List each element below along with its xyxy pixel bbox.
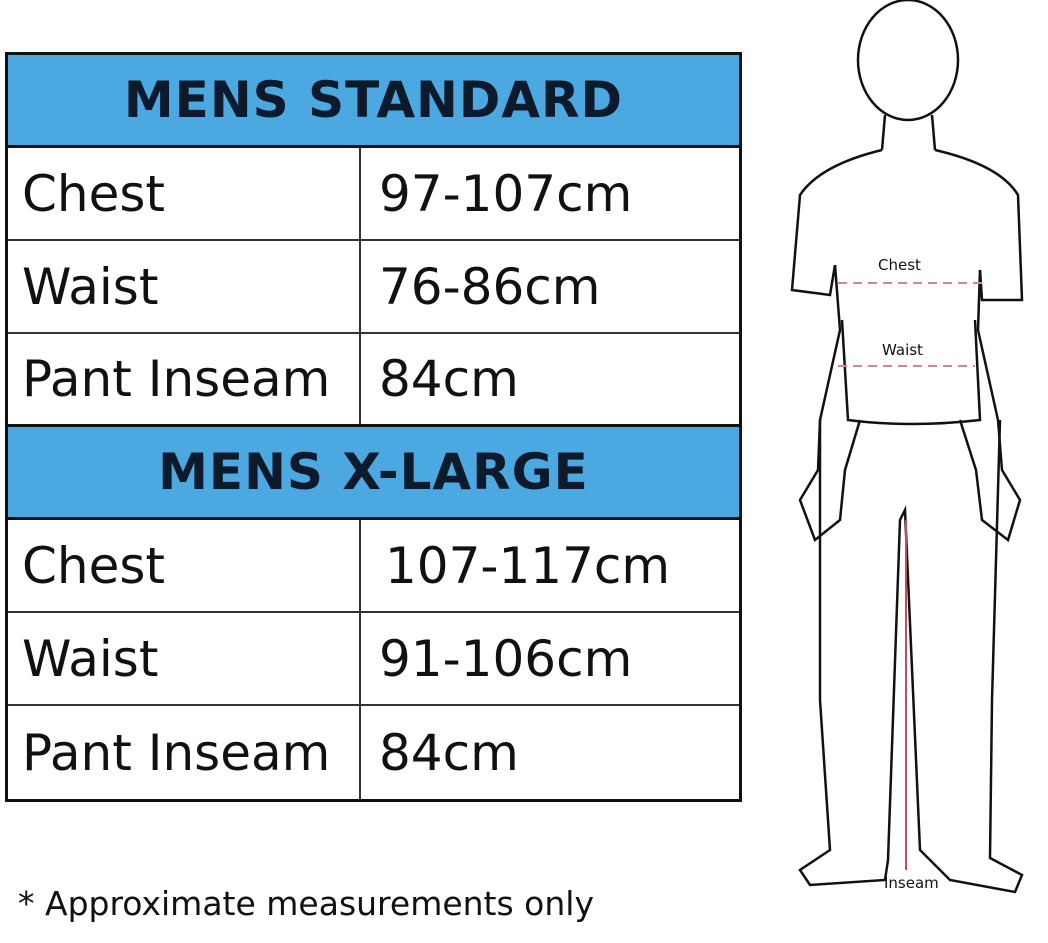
table-row: Waist 91-106cm <box>8 613 739 706</box>
arms <box>798 264 1022 543</box>
table-row: Waist 76-86cm <box>8 241 739 334</box>
size-chart-table: MENS STANDARD Chest 97-107cm Waist 76-86cm… <box>5 52 742 802</box>
table-row: Pant Inseam 84cm <box>8 334 739 427</box>
table-row: Chest 97-107cm <box>8 148 739 241</box>
head <box>856 0 960 122</box>
waist-label: Waist <box>882 341 923 359</box>
table-row: Pant Inseam 84cm <box>8 706 739 799</box>
row-label: Waist <box>8 613 361 704</box>
row-value: 84cm <box>379 350 519 408</box>
row-label: Pant Inseam <box>8 334 361 424</box>
row-label: Chest <box>8 520 361 611</box>
footnote: * Approximate measurements only <box>18 884 594 923</box>
row-value: 97-107cm <box>379 164 633 223</box>
section-header-standard: MENS STANDARD <box>8 55 739 148</box>
row-label: Chest <box>8 148 361 239</box>
row-label: Waist <box>8 241 361 332</box>
chest-label: Chest <box>878 256 921 274</box>
shoulders-sleeves <box>790 148 1024 302</box>
torso <box>840 319 982 426</box>
row-label: Pant Inseam <box>8 706 361 799</box>
legs <box>798 419 1024 894</box>
table-row: Chest 107-117cm <box>8 520 739 613</box>
neck <box>880 114 937 151</box>
row-value: 84cm <box>379 723 519 782</box>
row-value: 76-86cm <box>379 257 601 316</box>
body-measurement-figure: Chest Waist Inseam <box>790 0 1024 894</box>
section-header-xlarge: MENS X-LARGE <box>8 427 739 520</box>
inseam-label: Inseam <box>884 874 939 892</box>
row-value: 107-117cm <box>385 536 671 595</box>
row-value: 91-106cm <box>379 629 633 688</box>
